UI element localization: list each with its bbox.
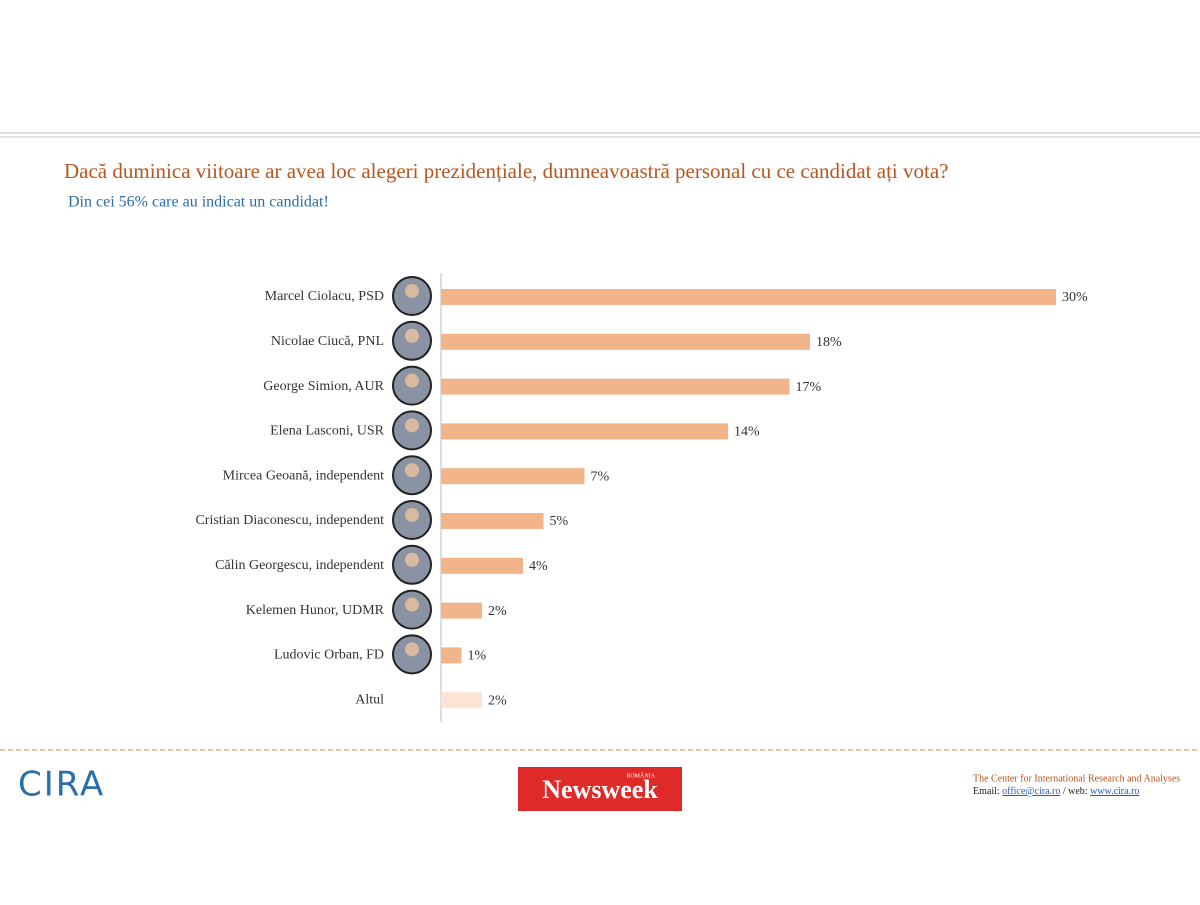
value-label: 17% xyxy=(796,380,822,395)
bar xyxy=(441,289,1056,305)
avatar-head xyxy=(405,418,419,433)
bar xyxy=(441,647,462,664)
avatars xyxy=(392,276,432,675)
avatar-head xyxy=(405,463,419,478)
category-label: Mircea Geoană, independent xyxy=(223,468,384,483)
category-label: Ludovic Orban, FD xyxy=(274,648,384,663)
value-label: 7% xyxy=(591,469,610,484)
email-link[interactable]: office@cira.ro xyxy=(1002,786,1060,797)
value-label: 14% xyxy=(734,425,760,440)
chart-subtitle: Din cei 56% care au indicat un candidat! xyxy=(68,194,329,211)
bar xyxy=(441,423,728,440)
bars: Marcel Ciolacu, PSD 30% Nicolae Ciucă, PNL… xyxy=(195,289,1088,708)
category-label: Altul xyxy=(355,692,384,707)
category-label: Elena Lasconi, USR xyxy=(270,424,385,439)
org-name: The Center for International Research an… xyxy=(973,773,1180,784)
avatar-head xyxy=(405,642,419,657)
avatar-head xyxy=(405,284,419,298)
bar xyxy=(441,378,790,395)
value-label: 18% xyxy=(816,335,842,350)
value-label: 1% xyxy=(468,649,487,664)
value-label: 5% xyxy=(550,514,569,529)
bar xyxy=(441,692,482,709)
category-label: George Simion, AUR xyxy=(263,379,384,394)
bar xyxy=(441,557,523,574)
web-link[interactable]: www.cira.ro xyxy=(1090,786,1139,797)
newsweek-text: Newsweek xyxy=(542,775,658,804)
avatar-head xyxy=(405,508,419,522)
newsweek-edition: ROMÂNIA xyxy=(626,771,655,779)
value-label: 2% xyxy=(488,604,507,619)
category-label: Kelemen Hunor, UDMR xyxy=(246,603,385,618)
bar xyxy=(441,468,585,485)
newsweek-logo xyxy=(518,767,682,811)
bar xyxy=(441,602,482,619)
avatar-head xyxy=(405,373,419,388)
contact: Email: office@cira.ro / web: www.cira.ro xyxy=(973,786,1139,797)
bar xyxy=(441,333,810,350)
value-label: 4% xyxy=(529,559,548,574)
category-label: Călin Georgescu, independent xyxy=(215,558,384,573)
category-label: Cristian Diaconescu, independent xyxy=(195,513,384,528)
category-label: Marcel Ciolacu, PSD xyxy=(265,289,384,304)
avatar-head xyxy=(405,328,419,343)
email-label: Email: xyxy=(973,786,1000,797)
cira-logo: CIRA xyxy=(18,765,105,805)
chart-title: Dacă duminica viitoare ar avea loc alege… xyxy=(64,159,948,183)
web-label: / web: xyxy=(1063,786,1088,797)
category-label: Nicolae Ciucă, PNL xyxy=(271,334,384,349)
bar xyxy=(441,513,544,529)
value-label: 30% xyxy=(1062,290,1088,305)
avatar-head xyxy=(405,597,419,612)
value-label: 2% xyxy=(488,693,507,708)
avatar-head xyxy=(405,552,419,567)
